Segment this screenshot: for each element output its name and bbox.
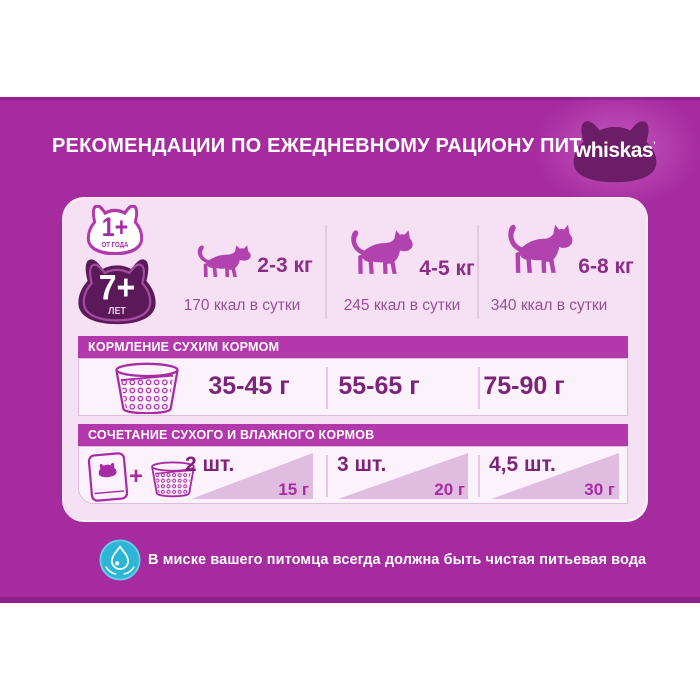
dry-feeding-row: 35-45 г 55-65 г 75-90 г: [78, 358, 628, 416]
poster-top-edge: [0, 97, 700, 100]
weight-range-3: 6-8 кг: [578, 255, 634, 278]
calories-per-day-2: 245 ккал в сутки: [343, 297, 461, 314]
age-badge-1plus: 1+ ОТ ГОДА: [86, 205, 144, 255]
plus-sign: +: [129, 463, 144, 490]
wet-count-3: 4,5 шт.: [489, 453, 556, 476]
cell-divider: [478, 367, 480, 409]
cell-divider: [326, 455, 328, 497]
whiskas-logo: whiskas’: [570, 120, 660, 184]
weight-range-2: 4-5 кг: [419, 257, 475, 280]
whiskas-logo-text: whiskas’: [570, 139, 660, 163]
age-badge-7plus: 7+ ЛЕТ: [78, 259, 156, 325]
wet-count-1: 2 шт.: [185, 453, 235, 476]
poster-background: РЕКОМЕНДАЦИИ ПО ЕЖЕДНЕВНОМУ РАЦИОНУ ПИТА…: [0, 97, 700, 603]
cell-divider: [478, 455, 480, 497]
kibble-glass-icon-small: [151, 461, 195, 498]
ramp-triangle: [338, 453, 468, 499]
whiskas-cat-head-icon: [573, 121, 657, 183]
calories-per-day-3: 340 ккал в сутки: [490, 297, 608, 314]
dry-amount-1: 35-45 г: [208, 372, 290, 400]
dry-feeding-header: КОРМЛЕНИЕ СУХИМ КОРМОМ: [78, 336, 628, 358]
page-title: РЕКОМЕНДАЦИИ ПО ЕЖЕДНЕВНОМУ РАЦИОНУ ПИТА…: [52, 135, 639, 157]
dry-with-wet-3: 30 г: [584, 480, 615, 499]
dry-amount-3: 75-90 г: [483, 372, 565, 400]
mixed-feeding-row: + 2 шт. 15 г 3 шт.: [78, 446, 628, 504]
column-divider: [477, 225, 479, 319]
cat-large-icon: [508, 224, 573, 273]
water-note: В миске вашего питомца всегда должна быт…: [148, 552, 647, 568]
column-divider: [325, 225, 327, 319]
dry-with-wet-1: 15 г: [278, 480, 309, 499]
cat-small-icon: [197, 245, 251, 278]
wet-count-2: 3 шт.: [337, 453, 387, 476]
cell-divider: [326, 367, 328, 409]
cat-medium-icon: [351, 230, 413, 274]
water-drop-icon: [99, 539, 141, 581]
badge-age-label: ЛЕТ: [108, 306, 126, 316]
badge-cat-head-shape: [78, 259, 156, 325]
ramp-triangle: [491, 453, 619, 499]
badge-cat-head-shape: [86, 205, 144, 255]
brand-name: whiskas: [574, 139, 654, 162]
dry-amount-2: 55-65 г: [338, 372, 420, 400]
brand-trademark: ’: [653, 140, 656, 150]
feeding-panel: 1+ ОТ ГОДА 7+ ЛЕТ 2-3 кг 4-5 кг 6-8 кг 1…: [62, 197, 648, 522]
poster-bottom-strip: [0, 597, 700, 603]
badge-age-number: 1+: [102, 212, 128, 242]
kibble-glass-icon: [115, 362, 179, 414]
ramp-triangle: [191, 453, 313, 499]
badge-inner-ring: [82, 263, 152, 322]
dry-with-wet-2: 20 г: [434, 480, 465, 499]
badge-age-number: 7+: [99, 269, 135, 308]
calories-per-day-1: 170 ккал в сутки: [183, 297, 301, 314]
weight-range-1: 2-3 кг: [257, 254, 313, 277]
wet-pouch-icon: [87, 452, 129, 502]
badge-age-label: ОТ ГОДА: [102, 242, 129, 250]
mixed-feeding-header: СОЧЕТАНИЕ СУХОГО И ВЛАЖНОГО КОРМОВ: [78, 424, 628, 446]
